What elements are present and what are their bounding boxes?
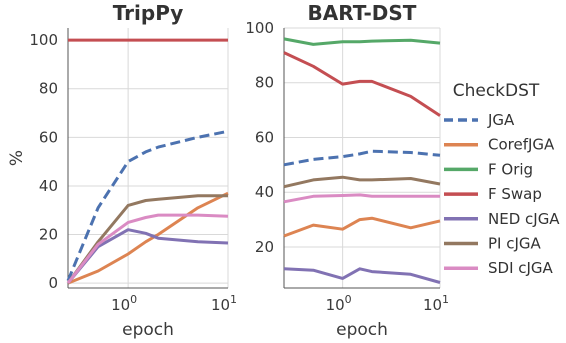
x-tick-label: 101 bbox=[211, 293, 237, 314]
x-axis-label: epoch bbox=[122, 320, 174, 340]
series-line-f-orig bbox=[283, 37, 441, 46]
chart-panel-bart-dst: 20 40 60 80 100 100 101 BART-DST epoch bbox=[245, 1, 449, 340]
x-tick-label: 100 bbox=[326, 293, 352, 314]
legend-label-pi-cjga: PI cJGA bbox=[488, 235, 542, 253]
y-tick-label: 60 bbox=[39, 128, 58, 146]
legend-label-f-swap: F Swap bbox=[488, 185, 542, 203]
x-axis-label: epoch bbox=[336, 320, 388, 340]
series-line-jga bbox=[66, 129, 229, 282]
legend-label-sdi-cjga: SDI cJGA bbox=[488, 259, 554, 277]
series-line-corefjga bbox=[283, 216, 441, 238]
y-tick-label: 20 bbox=[39, 226, 58, 244]
series-line-corefjga bbox=[67, 191, 229, 285]
series-line-ned-cjga bbox=[283, 267, 441, 284]
series-line-f-swap bbox=[283, 51, 441, 117]
chart-title: BART-DST bbox=[308, 1, 417, 25]
series-line-jga bbox=[283, 149, 441, 167]
series-line-pi-cjga bbox=[66, 194, 228, 284]
series-line-pi-cjga bbox=[283, 175, 441, 189]
legend: CheckDST JGA CorefJGA F Orig F Swap NED cJGA… bbox=[444, 81, 560, 277]
y-tick-label: 100 bbox=[29, 31, 58, 49]
x-tick-label: 100 bbox=[111, 293, 137, 314]
series-line-sdi-cjga bbox=[66, 213, 229, 285]
y-tick-label: 80 bbox=[255, 74, 274, 92]
y-tick-label: 80 bbox=[39, 80, 58, 98]
series-line-sdi-cjga bbox=[283, 193, 440, 204]
y-tick-label: 0 bbox=[48, 274, 58, 292]
legend-label-jga: JGA bbox=[487, 111, 515, 129]
series-line-ned-cjga bbox=[66, 228, 229, 285]
x-tick-label: 101 bbox=[423, 293, 449, 314]
y-tick-label: 40 bbox=[255, 183, 274, 201]
y-tick-label: 40 bbox=[39, 177, 58, 195]
legend-label-f-orig: F Orig bbox=[488, 160, 533, 178]
legend-label-corefjga: CorefJGA bbox=[488, 136, 555, 154]
y-tick-label: 20 bbox=[255, 238, 274, 256]
legend-title: CheckDST bbox=[453, 81, 540, 101]
chart-panel-trippy: 0 20 40 60 80 100 100 101 TripPy epoch% bbox=[7, 1, 237, 340]
chart-title: TripPy bbox=[113, 1, 184, 25]
y-axis-label: % bbox=[7, 150, 27, 166]
legend-label-ned-cjga: NED cJGA bbox=[488, 210, 560, 228]
y-tick-label: 100 bbox=[245, 19, 274, 37]
y-tick-label: 60 bbox=[255, 128, 274, 146]
